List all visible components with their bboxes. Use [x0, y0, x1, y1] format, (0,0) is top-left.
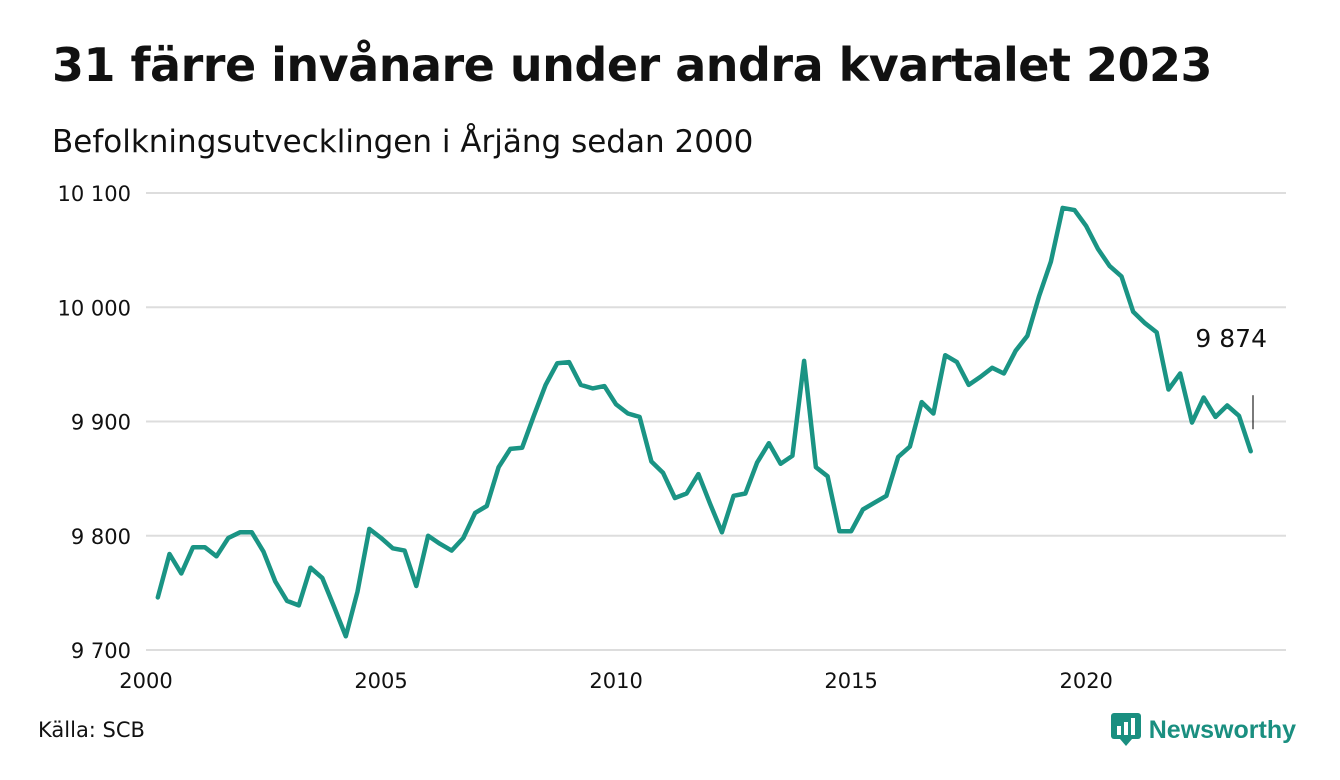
y-tick-label: 9 800 — [71, 525, 131, 549]
series-layer — [155, 205, 1253, 639]
brand-logo[interactable]: Newsworthy — [1110, 713, 1296, 747]
x-tick-label: 2010 — [589, 669, 642, 693]
x-tick-label: 2005 — [354, 669, 407, 693]
x-axis-tick-labels: 2000 2005 2010 2015 2020 — [119, 669, 1113, 693]
annotations: 9 874 — [1195, 324, 1267, 430]
y-tick-label: 10 000 — [58, 296, 131, 320]
chart-title: 31 färre invånare under andra kvartalet … — [52, 38, 1213, 92]
x-tick-label: 2000 — [119, 669, 172, 693]
y-axis-tick-labels: 9 700 9 800 9 900 10 000 10 100 — [58, 182, 131, 663]
newsworthy-logo-icon — [1110, 713, 1141, 747]
brand-name: Newsworthy — [1148, 715, 1296, 744]
series-line — [155, 205, 1253, 639]
source-note: Källa: SCB — [38, 718, 145, 742]
x-tick-label: 2015 — [824, 669, 877, 693]
y-tick-label: 9 700 — [71, 639, 131, 663]
last-value-label: 9 874 — [1195, 324, 1267, 353]
y-tick-label: 10 100 — [58, 182, 131, 206]
chart-subtitle: Befolkningsutvecklingen i Årjäng sedan 2… — [52, 124, 754, 160]
x-tick-label: 2020 — [1059, 669, 1112, 693]
gridlines — [146, 192, 1286, 651]
y-tick-label: 9 900 — [71, 411, 131, 435]
